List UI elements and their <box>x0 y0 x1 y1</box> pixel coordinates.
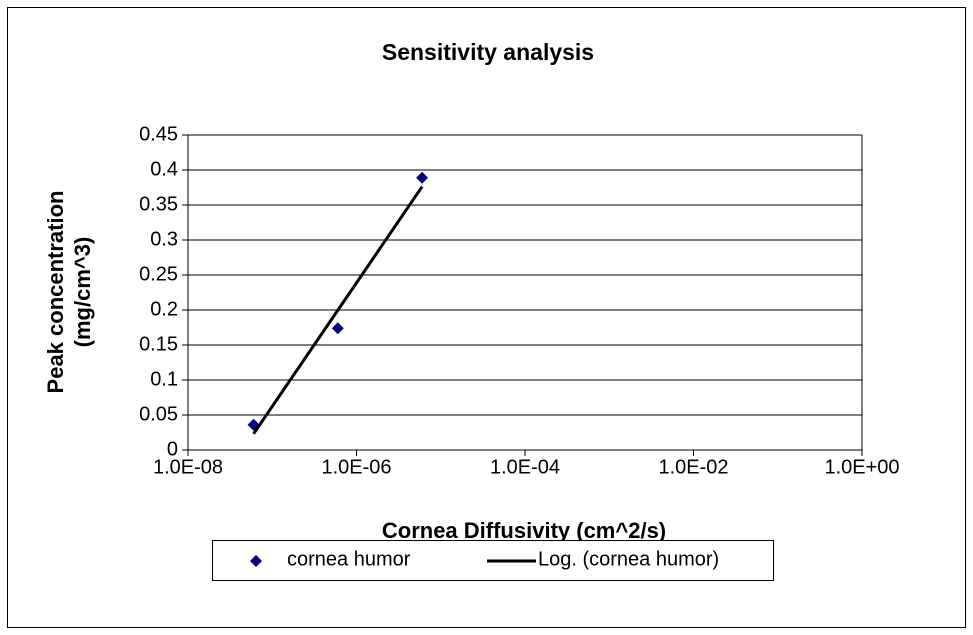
x-tick-label: 1.0E-04 <box>490 456 560 478</box>
chart-title: Sensitivity analysis <box>382 39 594 65</box>
trendline <box>252 185 424 435</box>
legend-label: Log. (cornea humor) <box>538 548 719 570</box>
point <box>247 418 260 431</box>
y-axis-label: Peak concentration (mg/cm^3) <box>43 191 95 394</box>
y-tick-label: 0.25 <box>139 263 178 285</box>
legend-marker <box>250 555 262 567</box>
x-axis-label: Cornea Diffusivity (cm^2/s) <box>382 518 666 543</box>
x-tick-label: 1.0E-08 <box>153 456 223 478</box>
y-tick-label: 0.15 <box>139 333 178 355</box>
point <box>416 171 429 184</box>
y-axis-label-line: Peak concentration <box>43 191 68 394</box>
y-axis-label-line: (mg/cm^3) <box>70 237 95 348</box>
x-tick-label: 1.0E-06 <box>321 456 391 478</box>
x-tick-label: 1.0E+00 <box>824 456 899 478</box>
y-tick-label: 0.1 <box>150 368 178 390</box>
y-tick-label: 0.2 <box>150 298 178 320</box>
y-tick-label: 0.3 <box>150 228 178 250</box>
y-tick-label: 0.4 <box>150 158 178 180</box>
y-tick-label: 0.35 <box>139 193 178 215</box>
y-tick-label: 0 <box>167 438 178 460</box>
point <box>331 322 344 335</box>
y-tick-label: 0.45 <box>139 123 178 145</box>
chart-border <box>7 7 966 628</box>
legend-label: cornea humor <box>287 548 411 570</box>
y-tick-label: 0.05 <box>139 403 178 425</box>
x-tick-label: 1.0E-02 <box>658 456 728 478</box>
